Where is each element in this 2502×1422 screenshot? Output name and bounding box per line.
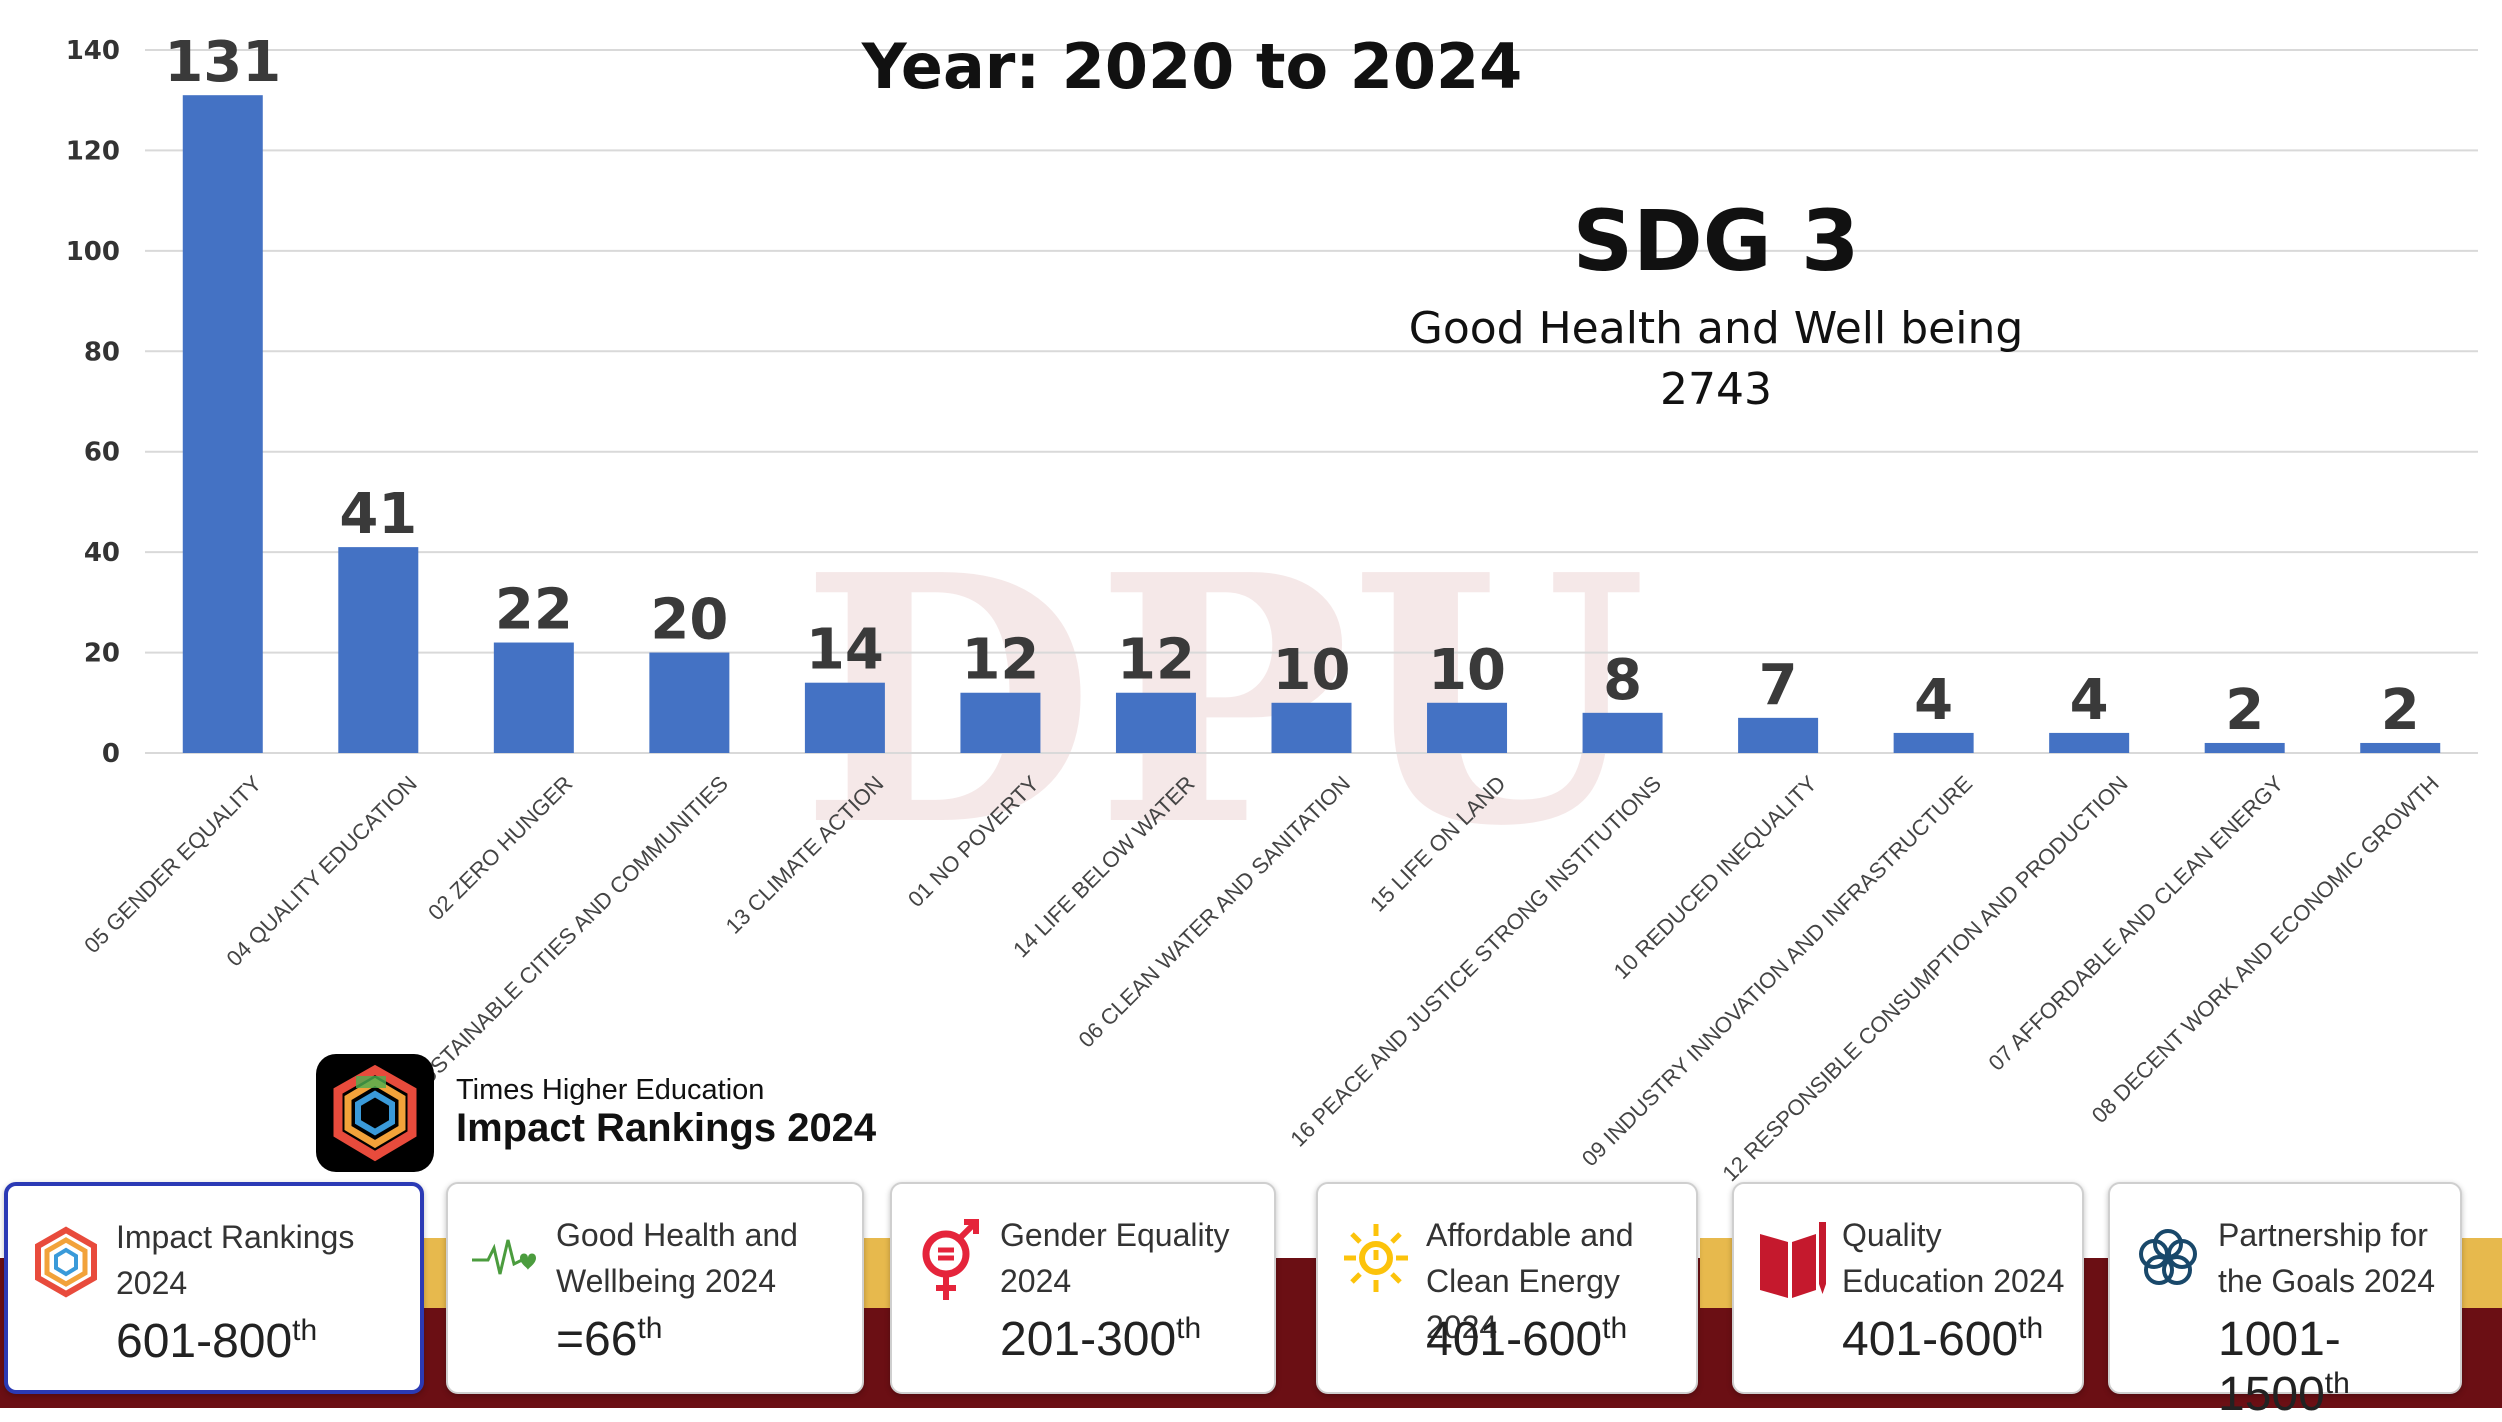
y-tick-label: 100 bbox=[66, 237, 120, 267]
data-label: 41 bbox=[339, 482, 417, 547]
bar bbox=[2049, 732, 2130, 753]
card-rank: 1001-1500th bbox=[2218, 1313, 2350, 1421]
bar bbox=[960, 692, 1041, 753]
heartbeat-icon bbox=[472, 1239, 536, 1275]
card-quality-education[interactable]: Quality Education 2024 401-600th bbox=[1732, 1182, 2084, 1394]
card-affordable-clean-energy[interactable]: Affordable and Clean Energy 2024 401-600… bbox=[1316, 1182, 1698, 1394]
data-label: 10 bbox=[1273, 638, 1351, 703]
card-rank: =66th bbox=[556, 1312, 663, 1366]
card-partnership[interactable]: Partnership for the Goals 2024 1001-1500… bbox=[2108, 1182, 2462, 1421]
bar bbox=[1427, 702, 1508, 753]
partnership-flower-icon bbox=[2139, 1229, 2197, 1285]
bar bbox=[1582, 712, 1663, 753]
bar bbox=[1893, 732, 1974, 753]
y-tick-label: 40 bbox=[84, 538, 120, 568]
sdg-subtitle: Good Health and Well being bbox=[1409, 303, 2024, 354]
card-title: Partnership for the Goals 2024 bbox=[2218, 1217, 2436, 1299]
bar bbox=[1115, 692, 1196, 753]
y-tick-label: 60 bbox=[84, 438, 120, 468]
data-label: 14 bbox=[806, 618, 884, 683]
branding-line1: Times Higher Education bbox=[456, 1074, 765, 1106]
y-tick-label: 80 bbox=[84, 337, 120, 367]
data-label: 22 bbox=[495, 578, 573, 643]
bar bbox=[182, 95, 263, 753]
card-good-health[interactable]: Good Health and Wellbeing 2024 =66th bbox=[446, 1182, 864, 1394]
card-gender-equality[interactable]: Gender Equality 2024 201-300th bbox=[890, 1182, 1276, 1394]
y-tick-label: 20 bbox=[84, 639, 120, 669]
data-label: 131 bbox=[164, 30, 281, 95]
card-title: Impact Rankings 2024 bbox=[116, 1219, 355, 1301]
data-label: 4 bbox=[2070, 668, 2109, 733]
y-tick-label: 140 bbox=[66, 36, 120, 66]
category-label: 07 AFFORDABLE AND CLEAN ENERGY bbox=[1984, 771, 2289, 1076]
card-title: Quality Education 2024 bbox=[1842, 1217, 2065, 1299]
category-label: 11 SUSTAINABLE CITIES AND COMMUNITIES bbox=[383, 771, 733, 1121]
sdg-heading: SDG 3 bbox=[1573, 192, 1860, 290]
data-label: 2 bbox=[2225, 678, 2264, 743]
data-label: 4 bbox=[1914, 668, 1953, 733]
data-label: 2 bbox=[2381, 678, 2420, 743]
category-label: 05 GENDER EQUALITY bbox=[79, 771, 266, 958]
book-pencil-icon bbox=[1760, 1222, 1826, 1298]
category-label: 02 ZERO HUNGER bbox=[423, 771, 577, 925]
bar bbox=[1738, 717, 1819, 753]
card-rank: 401-600th bbox=[1842, 1312, 2044, 1366]
card-rank: 401-600th bbox=[1426, 1312, 1628, 1366]
data-label: 8 bbox=[1603, 648, 1642, 713]
data-label: 12 bbox=[961, 628, 1039, 693]
card-impact-rankings[interactable]: Impact Rankings 2024 601-800th bbox=[4, 1182, 424, 1394]
impact-rankings-logo-icon bbox=[333, 1064, 417, 1162]
bar bbox=[493, 642, 574, 753]
data-label: 7 bbox=[1759, 653, 1798, 718]
gender-equality-icon bbox=[922, 1219, 979, 1300]
y-tick-label: 0 bbox=[102, 739, 120, 769]
bar bbox=[1271, 702, 1352, 753]
bar bbox=[649, 652, 730, 753]
watermark-text: DPU bbox=[800, 502, 1647, 901]
data-label: 12 bbox=[1117, 628, 1195, 693]
bar bbox=[804, 682, 885, 753]
data-label: 10 bbox=[1428, 638, 1506, 703]
impact-rankings-icon bbox=[35, 1226, 97, 1298]
category-label: 08 DECENT WORK AND ECONOMIC GROWTH bbox=[2087, 771, 2444, 1128]
branding-line2: Impact Rankings 2024 bbox=[456, 1106, 877, 1150]
card-rank: 201-300th bbox=[1000, 1312, 1202, 1366]
card-title: Gender Equality 2024 bbox=[1000, 1217, 1230, 1299]
bar bbox=[338, 547, 419, 753]
times-higher-education-logo bbox=[316, 1054, 434, 1172]
data-label: 20 bbox=[650, 588, 728, 653]
card-title: Good Health and Wellbeing 2024 bbox=[556, 1217, 798, 1299]
card-title: Affordable and Clean Energy 2024 bbox=[1426, 1217, 1634, 1345]
chart-title: Year: 2020 to 2024 bbox=[861, 30, 1523, 103]
y-tick-label: 120 bbox=[66, 136, 120, 166]
card-rank: 601-800th bbox=[116, 1314, 318, 1368]
sdg-count: 2743 bbox=[1660, 364, 1772, 415]
sun-power-icon bbox=[1344, 1224, 1408, 1292]
bar bbox=[2204, 742, 2285, 753]
bar bbox=[2360, 742, 2441, 753]
